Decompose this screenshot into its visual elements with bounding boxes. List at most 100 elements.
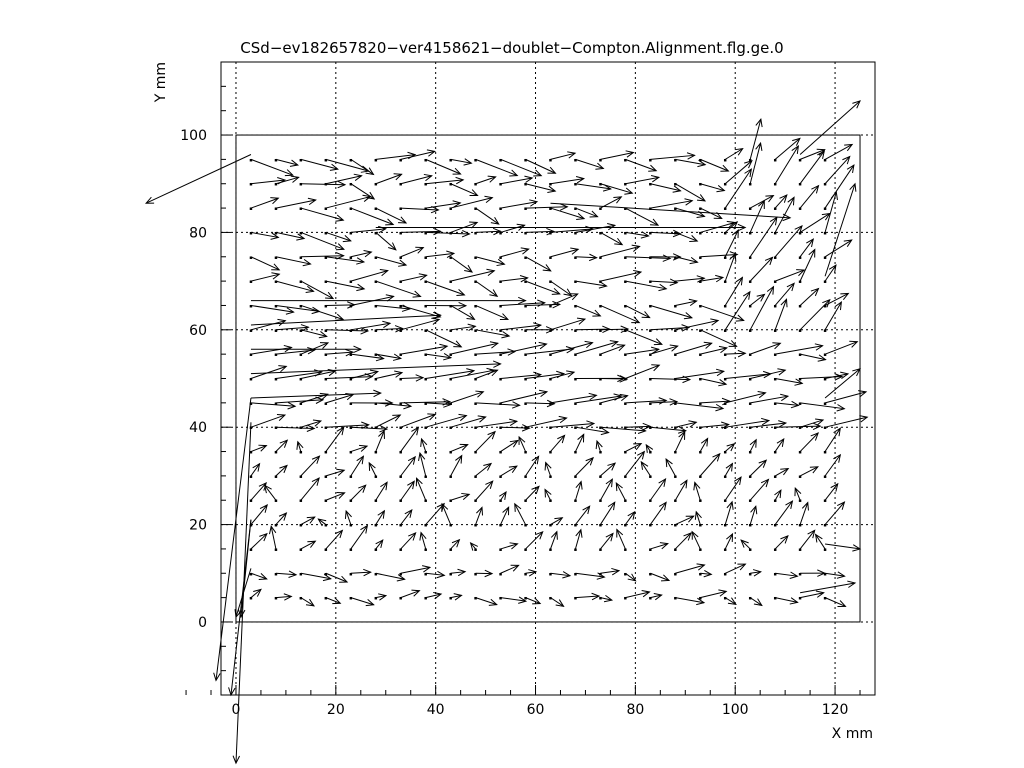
- cell-id-label: ▪: [549, 547, 552, 553]
- cell-id-label: ▪: [499, 523, 502, 529]
- arrow-head: [507, 348, 517, 356]
- arrow-head: [509, 418, 519, 426]
- cell-id-label: ▪: [699, 352, 702, 358]
- displacement-arrow: [724, 476, 742, 501]
- arrow-head: [356, 455, 365, 465]
- cell-id-label: ▪: [299, 279, 302, 285]
- displacement-arrow: [475, 175, 497, 185]
- arrow-head: [830, 482, 839, 492]
- displacement-arrow: [375, 401, 413, 410]
- cell-id-label: ▪: [274, 377, 277, 383]
- arrow-shaft: [799, 288, 819, 306]
- cell-id-label: ▪: [773, 230, 776, 236]
- displacement-arrow: [250, 231, 280, 240]
- arrow-shaft: [275, 439, 288, 452]
- arrow-head: [318, 331, 328, 339]
- cell-id-label: ▪: [349, 255, 352, 261]
- cell-id-label: ▪: [449, 352, 452, 358]
- cell-id-label: ▪: [249, 450, 252, 456]
- displacement-arrow: [675, 563, 706, 574]
- cell-id-label: ▪: [424, 401, 427, 407]
- arrow-head: [678, 426, 687, 434]
- arrow-head: [279, 464, 288, 474]
- arrow-head: [620, 325, 630, 333]
- displacement-arrow: [616, 528, 626, 550]
- arrow-shaft: [625, 364, 660, 379]
- displacement-arrow: [375, 572, 406, 582]
- displacement-arrow: [275, 231, 306, 241]
- arrow-head: [382, 320, 392, 329]
- arrow-head: [547, 166, 557, 174]
- displacement-arrow: [799, 418, 825, 428]
- displacement-arrow: [425, 301, 468, 310]
- arrow-shaft: [297, 441, 302, 452]
- y-axis-label: Y mm: [153, 62, 169, 103]
- arrow-shaft: [425, 202, 461, 209]
- arrow-head: [544, 461, 552, 471]
- displacement-arrow: [740, 539, 751, 550]
- cell-id-label: ▪: [699, 279, 702, 285]
- cell-id-label: ▪: [299, 328, 302, 334]
- cell-id-label: ▪: [449, 523, 452, 529]
- displacement-arrow: [575, 572, 606, 580]
- displacement-arrow: [800, 580, 857, 594]
- cell-id-label: ▪: [449, 571, 452, 577]
- displacement-arrow: [525, 158, 557, 174]
- arrow-head: [598, 281, 608, 289]
- arrow-head: [392, 353, 403, 361]
- displacement-arrow: [425, 250, 456, 258]
- arrow-shaft: [624, 511, 636, 525]
- arrow-shaft: [774, 194, 788, 209]
- arrow-head: [640, 460, 649, 470]
- displacement-arrow: [774, 224, 803, 258]
- arrow-shaft: [425, 402, 451, 406]
- displacement-arrow: [300, 329, 328, 339]
- arrow-shaft: [600, 152, 634, 160]
- displacement-arrow: [550, 293, 579, 306]
- arrow-head: [270, 197, 280, 205]
- cell-id-label: ▪: [624, 157, 627, 163]
- arrow-head: [452, 200, 462, 208]
- arrow-shaft: [450, 493, 470, 501]
- cell-id-label: ▪: [249, 230, 252, 236]
- cell-id-label: ▪: [349, 230, 352, 236]
- displacement-arrow: [375, 232, 397, 251]
- arrow-head: [542, 264, 552, 272]
- arrow-shaft: [575, 572, 605, 578]
- arrow-shaft: [300, 540, 316, 550]
- arrow-shaft: [675, 158, 706, 166]
- displacement-arrow: [300, 158, 339, 171]
- arrow-head: [619, 393, 629, 402]
- arrow-shaft: [475, 329, 510, 337]
- arrow-head: [433, 311, 442, 320]
- cell-id-label: ▪: [823, 255, 826, 261]
- arrow-shaft: [600, 570, 620, 574]
- displacement-arrow: [674, 532, 692, 550]
- cell-id-label: ▪: [249, 498, 252, 504]
- arrow-head: [627, 510, 636, 520]
- arrow-head: [423, 173, 433, 182]
- cell-id-label: ▪: [374, 206, 377, 212]
- arrow-shaft: [250, 346, 292, 355]
- arrow-shaft: [375, 232, 397, 251]
- cell-id-label: ▪: [474, 596, 477, 602]
- cell-id-label: ▪: [773, 352, 776, 358]
- arrow-shaft: [500, 543, 518, 550]
- arrow-shaft: [525, 402, 555, 405]
- arrow-shaft: [799, 530, 816, 550]
- displacement-arrow: [800, 569, 826, 577]
- arrow-shaft: [544, 489, 551, 501]
- displacement-arrow: [450, 492, 471, 501]
- displacement-arrow: [674, 430, 686, 452]
- arrow-head: [476, 506, 484, 516]
- arrow-head: [378, 593, 388, 601]
- arrow-head: [726, 442, 736, 452]
- arrow-shaft: [575, 224, 616, 233]
- displacement-arrow: [600, 567, 621, 576]
- displacement-arrow: [799, 148, 826, 160]
- cell-id-label: ▪: [699, 157, 702, 163]
- displacement-arrow: [250, 197, 280, 209]
- cell-id-label: ▪: [724, 547, 727, 553]
- displacement-arrow: [675, 298, 698, 307]
- cell-id-label: ▪: [249, 279, 252, 285]
